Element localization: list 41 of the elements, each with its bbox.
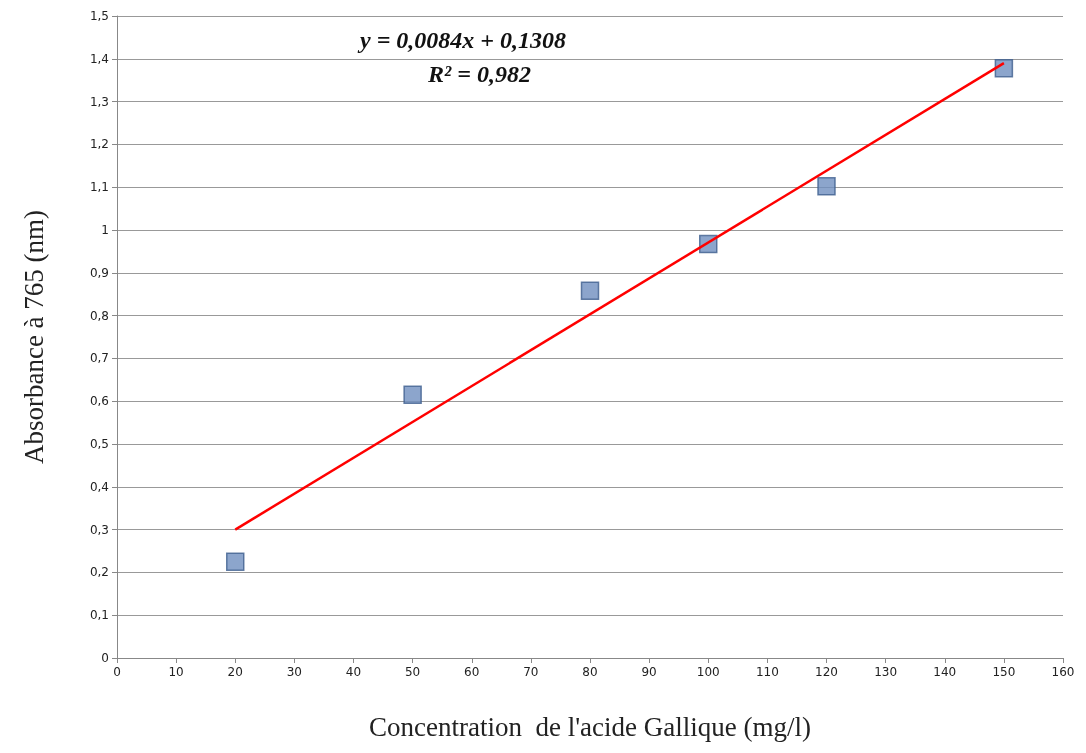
y-tick-label: 1,1 — [89, 180, 109, 195]
x-tick-label: 40 — [345, 665, 362, 679]
x-tick-label: 70 — [523, 665, 539, 679]
y-tick-label: 1 — [101, 223, 109, 237]
y-tick-label: 0,4 — [89, 479, 109, 494]
x-tick-label: 110 — [755, 665, 779, 679]
x-tick-label: 100 — [696, 665, 720, 679]
annotation: R² = 0,982 — [427, 61, 531, 87]
x-tick-label: 160 — [1051, 665, 1075, 679]
y-tick-label: 0,1 — [89, 608, 109, 623]
x-tick-label: 20 — [227, 665, 243, 679]
point — [226, 552, 245, 571]
annotation: y = 0,0084x + 0,1308 — [357, 27, 567, 53]
y-tick-label: 0,3 — [89, 522, 109, 537]
x-tick-label: 120 — [815, 665, 838, 679]
y-tick-label: 0,8 — [89, 308, 109, 323]
y-tick-label: 0,7 — [89, 351, 109, 366]
y-tick-label: 0,5 — [89, 437, 109, 451]
x-tick-label: 130 — [874, 665, 898, 679]
y-tick-label: 1,3 — [89, 94, 109, 109]
x-axis-title: Concentration de l'acide Gallique (mg/l) — [369, 711, 811, 742]
y-tick-label: 0,9 — [89, 265, 109, 280]
x-tick-label: 90 — [641, 665, 657, 679]
y-axis-title: Absorbance à 765 (nm) — [18, 209, 49, 465]
x-tick-label: 140 — [933, 665, 957, 679]
point — [817, 177, 836, 196]
x-tick-label: 50 — [404, 665, 421, 679]
y-tick-label: 1,4 — [89, 51, 109, 66]
x-tick-label: 0 — [113, 665, 121, 679]
y-tick-label: 0,6 — [89, 394, 109, 409]
y-tick-label: 1,2 — [89, 137, 109, 152]
y-tick-label: 0,2 — [89, 565, 109, 580]
x-tick-label: 150 — [992, 665, 1016, 679]
x-tick-label: 80 — [582, 665, 598, 679]
x-tick-label: 10 — [168, 665, 184, 679]
y-tick-label: 1,5 — [89, 9, 109, 23]
point — [580, 281, 600, 301]
x-tick-label: 30 — [286, 665, 303, 679]
point — [403, 385, 422, 405]
y-tick-label: 0 — [101, 651, 109, 665]
x-tick-label: 60 — [464, 665, 480, 679]
